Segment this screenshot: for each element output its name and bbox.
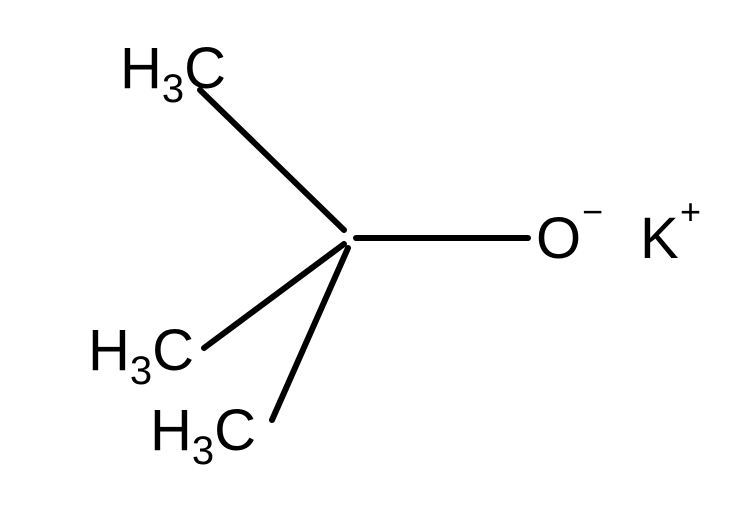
oxygen-charge: − bbox=[582, 191, 603, 232]
svg-text:H3C: H3C bbox=[120, 36, 226, 111]
potassium-charge: + bbox=[680, 191, 701, 232]
oxygen-label: O bbox=[536, 206, 581, 271]
svg-text:H3C: H3C bbox=[150, 398, 256, 473]
methyl-group-top: H3C bbox=[120, 36, 226, 111]
potassium-label: K bbox=[640, 206, 679, 271]
chemical-structure-diagram: H3CH3CH3CO−K+ bbox=[0, 0, 749, 512]
svg-text:H3C: H3C bbox=[88, 318, 194, 393]
methyl-group-bottom: H3C bbox=[150, 398, 256, 473]
methyl-group-left: H3C bbox=[88, 318, 194, 393]
